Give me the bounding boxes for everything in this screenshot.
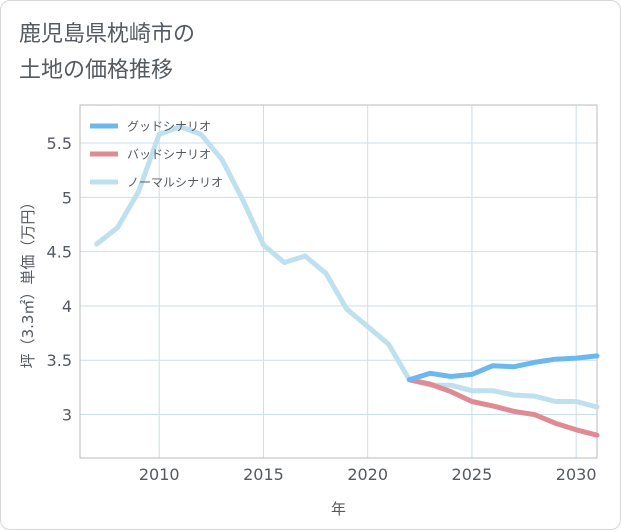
- y-tick-label: 5: [62, 188, 72, 207]
- x-tick-label: 2010: [139, 465, 180, 484]
- chart-title-line-1: 鹿児島県枕崎市の: [19, 22, 196, 47]
- series-lines: [94, 124, 600, 438]
- x-tick-label: 2030: [556, 465, 597, 484]
- legend-label-0: グッドシナリオ: [127, 120, 211, 134]
- y-axis-label: 坪（3.3㎡）単価（万円）: [19, 195, 37, 369]
- y-tick-label: 3.5: [47, 351, 72, 370]
- y-tick-label: 3: [62, 406, 72, 425]
- tick-labels: 2010 2015 2020 2025 2030 3 3.5 4 4.5 5 5.5: [47, 134, 597, 484]
- chart-title: 鹿児島県枕崎市の 土地の価格推移: [19, 17, 195, 89]
- y-tick-label: 5.5: [47, 134, 72, 153]
- legend-label-1: バッドシナリオ: [127, 148, 211, 162]
- x-tick-label: 2020: [347, 465, 388, 484]
- grid-lines: [80, 105, 597, 458]
- chart-title-line-2: 土地の価格推移: [19, 58, 174, 83]
- y-tick-label: 4.5: [47, 243, 72, 262]
- legend-label-2: ノーマルシナリオ: [127, 176, 223, 190]
- series-line-0: [406, 353, 600, 383]
- x-axis-label: 年: [331, 500, 346, 518]
- x-tick-label: 2025: [452, 465, 493, 484]
- series-line-1: [406, 377, 600, 438]
- series-line-2: [94, 124, 600, 410]
- plot-frame: [79, 104, 598, 459]
- y-tick-label: 4: [62, 297, 72, 316]
- x-tick-label: 2015: [243, 465, 284, 484]
